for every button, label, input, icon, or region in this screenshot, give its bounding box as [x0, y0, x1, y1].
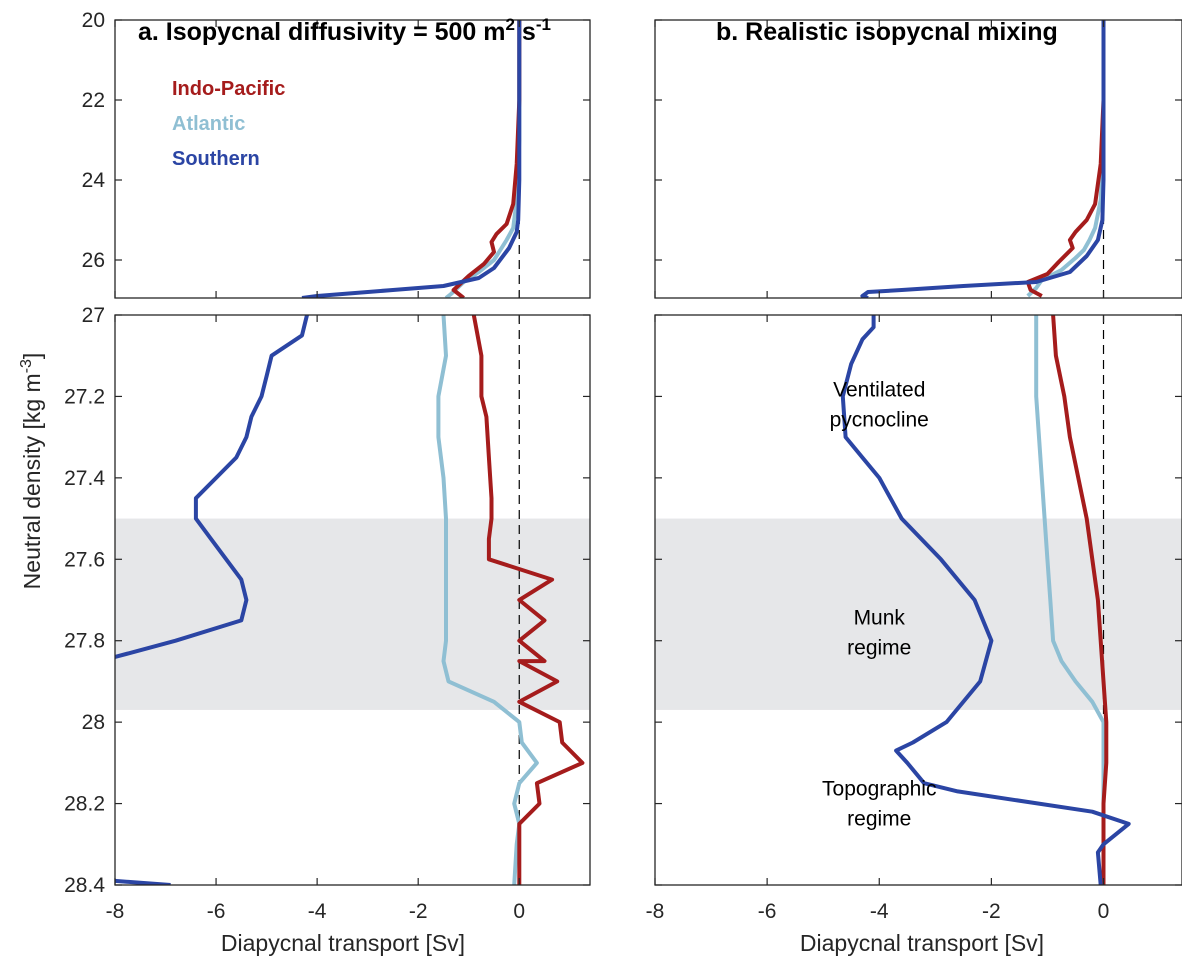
x-tick-label: -6 — [758, 900, 777, 923]
axes-box-top — [654, 19, 1182, 299]
tick-labels: -8 -6 -4 -2 0 20 22 24 26 27 27.2 27.4 27.6 27.8 28 28.… — [64, 9, 525, 923]
axes-box-bottom — [654, 314, 1182, 886]
legend-entry-atlantic: Atlantic — [172, 113, 245, 135]
series-indo-pacific-bottom — [1051, 315, 1109, 885]
series-atlantic-bottom — [436, 315, 539, 885]
panel-a-title: a. Isopycnal diffusivity = 500 m2 s-1 — [138, 15, 551, 46]
y-axis-label: Neutral density [kg m-3] — [18, 353, 45, 590]
x-tick-label: -6 — [207, 900, 226, 923]
series-atlantic-top — [444, 20, 522, 298]
x-axis-label-a: Diapycnal transport [Sv] — [221, 930, 465, 956]
y-tick-label: 27.6 — [64, 548, 105, 571]
y-tick-label: 27 — [82, 304, 105, 327]
tick-labels: -8 -6 -4 -2 0 — [646, 900, 1110, 923]
x-tick-label: -4 — [308, 900, 327, 923]
y-tick-label: 20 — [82, 9, 105, 32]
shaded-band — [655, 518, 1182, 710]
panel-b: -8 -6 -4 -2 0 Ventilated pycnocline Munk regime… — [646, 19, 1182, 923]
x-tick-label: -8 — [106, 900, 125, 923]
axes-frame — [654, 19, 1182, 886]
series-southern-top — [301, 20, 522, 298]
x-tick-label: 0 — [513, 900, 525, 923]
y-tick-label: 26 — [82, 249, 105, 272]
shaded-regime-band — [115, 518, 590, 710]
series-southern-tail — [115, 878, 171, 885]
series-lines — [840, 20, 1131, 885]
series-southern-bottom — [840, 315, 1131, 885]
y-tick-label: 22 — [82, 89, 105, 112]
series-southern-bottom — [115, 315, 309, 659]
x-tick-label: 0 — [1098, 900, 1110, 923]
legend-entry-southern: Southern — [172, 148, 260, 170]
y-tick-label: 27.4 — [64, 467, 105, 490]
y-tick-label: 27.8 — [64, 630, 105, 653]
x-tick-label: -2 — [409, 900, 428, 923]
series-lines — [115, 20, 585, 885]
x-tick-label: -8 — [646, 900, 665, 923]
series-indo-pacific-top — [451, 20, 522, 298]
axes-frame — [114, 19, 591, 886]
y-tick-label: 28 — [82, 711, 105, 734]
regime-annotation: Ventilated pycnocline — [830, 379, 929, 432]
legend: Indo-Pacific Atlantic Southern — [172, 78, 285, 170]
x-axis-label-b: Diapycnal transport [Sv] — [800, 930, 1044, 956]
shaded-band — [115, 518, 590, 710]
y-tick-label: 27.2 — [64, 385, 105, 408]
regime-annotation: Munk regime — [847, 607, 911, 660]
y-tick-label: 24 — [82, 169, 106, 192]
panel-a: -8 -6 -4 -2 0 20 22 24 26 27 27.2 27.4 27.6 27.8 28 28.… — [64, 9, 591, 923]
shaded-regime-band — [655, 518, 1182, 710]
annotations: Ventilated pycnocline Munk regime Topographi… — [822, 379, 936, 831]
regime-annotation: Topographic regime — [822, 778, 936, 831]
panel-b-title: b. Realistic isopycnal mixing — [716, 18, 1058, 46]
series-indo-pacific-bottom — [471, 315, 585, 885]
x-tick-label: -2 — [982, 900, 1001, 923]
axes-box-top — [114, 19, 591, 299]
x-tick-label: -4 — [870, 900, 889, 923]
series-southern-top — [860, 20, 1106, 298]
y-tick-label: 28.2 — [64, 793, 105, 816]
legend-entry-indo-pacific: Indo-Pacific — [172, 78, 285, 100]
series-indo-pacific-top — [1025, 20, 1106, 298]
y-tick-label: 28.4 — [64, 874, 105, 897]
axes-box-bottom — [114, 314, 591, 886]
